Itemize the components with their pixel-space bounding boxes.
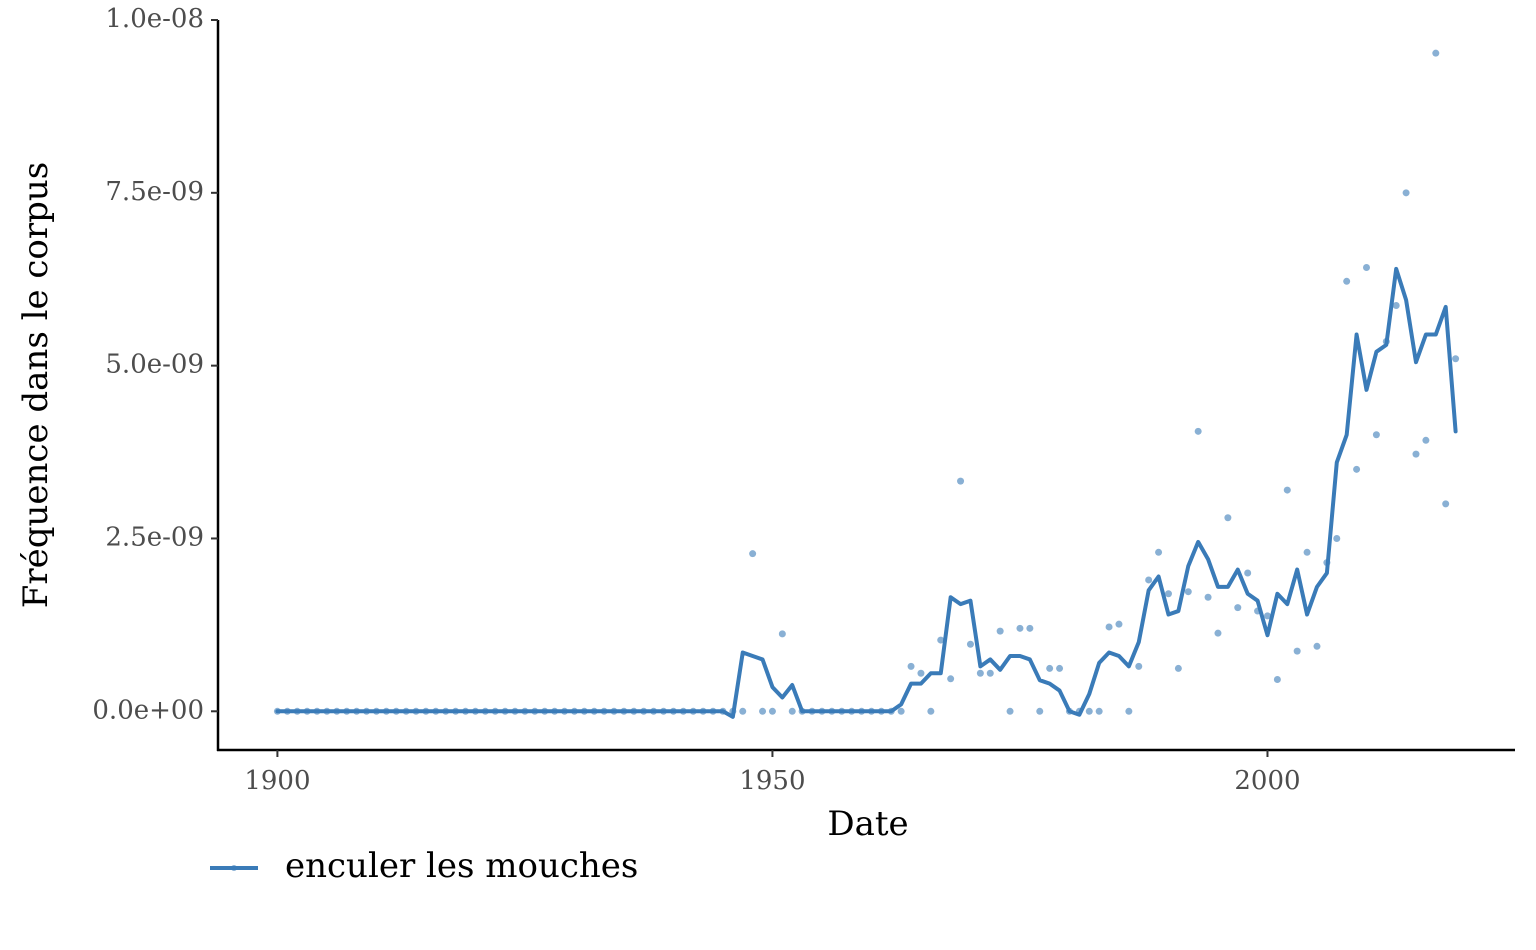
data-point [1402,189,1410,197]
data-point [1164,590,1172,598]
legend-dot [231,865,237,871]
data-point [1333,534,1341,542]
data-point [1145,576,1153,584]
data-point [1372,431,1380,439]
data-point [1135,662,1143,670]
data-point [1273,675,1281,683]
data-point [1115,620,1123,628]
data-point [986,669,994,677]
data-point [1452,355,1460,363]
y-tick-label: 0.0e+00 [92,695,204,725]
data-point [1056,664,1064,672]
data-point [1095,707,1103,715]
y-axis-title: Fréquence dans le corpus [16,162,56,608]
data-point [778,630,786,638]
data-point [1174,664,1182,672]
data-point [1085,707,1093,715]
x-axis-title: Date [827,804,908,844]
data-point [1362,263,1370,271]
data-point [1293,647,1301,655]
y-tick-label: 1.0e-08 [105,4,204,34]
data-point [1392,302,1400,310]
data-point [1214,629,1222,637]
data-point [1125,707,1133,715]
data-point [897,707,905,715]
data-point [749,550,757,558]
data-point [1046,664,1054,672]
data-point [1283,486,1291,494]
x-tick-label: 1900 [244,766,310,796]
data-point [1194,427,1202,435]
data-point [1224,514,1232,522]
data-point [1422,436,1430,444]
x-tick-label: 2000 [1234,766,1300,796]
data-point [1263,612,1271,620]
data-point [996,627,1004,635]
data-point [1016,624,1024,632]
data-point [976,669,984,677]
y-tick-label: 5.0e-09 [105,350,204,380]
data-point [1353,465,1361,473]
data-point [947,675,955,683]
data-point [1105,623,1113,631]
data-point [1026,624,1034,632]
data-point [1303,548,1311,556]
data-point [937,636,945,644]
data-point [1432,49,1440,57]
data-point [966,640,974,648]
data-point [1313,642,1321,650]
data-point [1184,588,1192,596]
data-point [1412,450,1420,458]
data-point [1343,277,1351,285]
data-point [907,662,915,670]
data-point [917,669,925,677]
data-point [759,707,767,715]
data-point [1442,500,1450,508]
legend-label: enculer les mouches [285,846,638,886]
data-point [1234,604,1242,612]
y-tick-label: 7.5e-09 [105,177,204,207]
x-tick-label: 1950 [739,766,805,796]
data-point [739,707,747,715]
data-point [768,707,776,715]
y-tick-label: 2.5e-09 [105,522,204,552]
data-point [1155,548,1163,556]
data-point [788,707,796,715]
data-point [1244,569,1252,577]
data-point [1006,707,1014,715]
data-point [927,707,935,715]
data-point [1036,707,1044,715]
data-point [1204,593,1212,601]
smooth-line [275,266,1458,719]
data-point [957,477,965,485]
